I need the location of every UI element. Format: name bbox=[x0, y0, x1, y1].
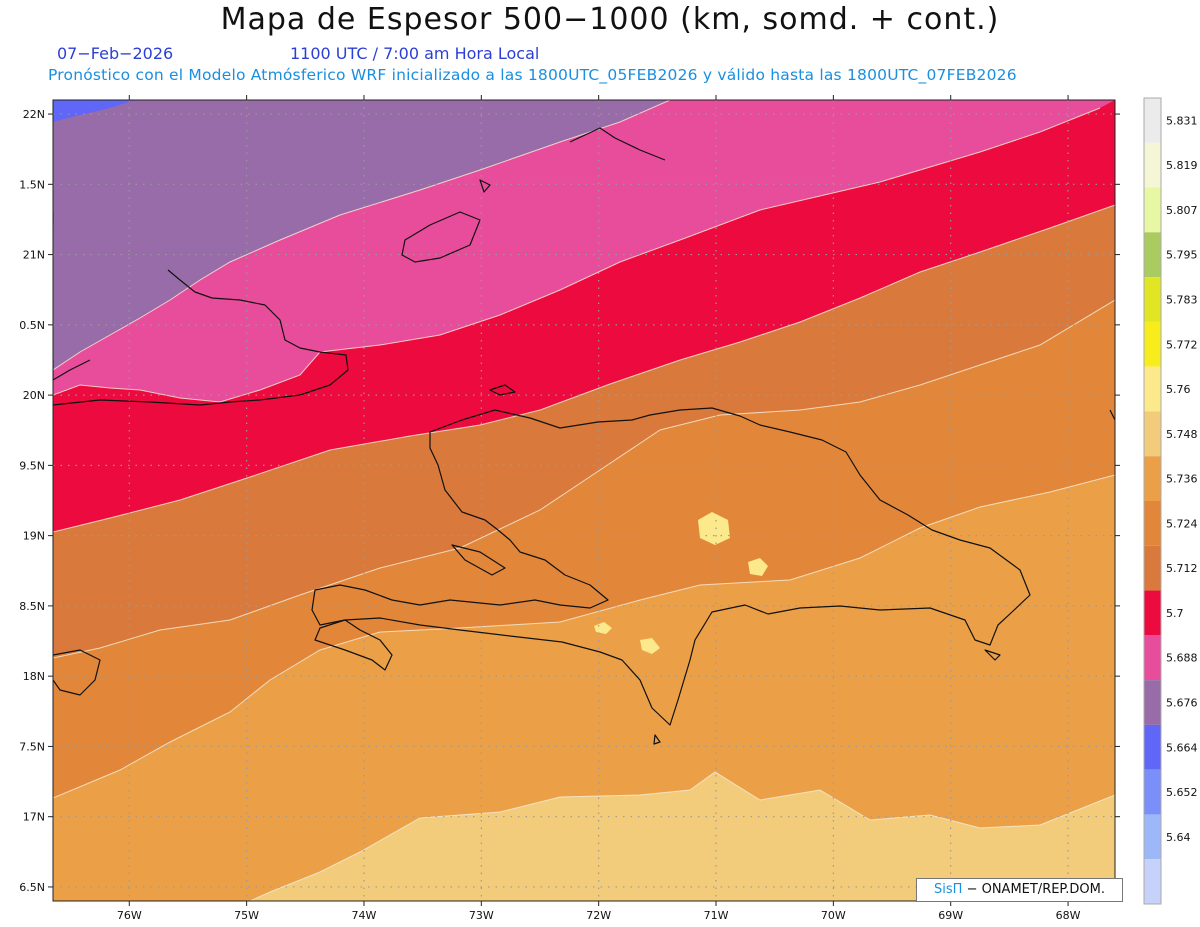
coastline-caicos bbox=[479, 179, 491, 193]
lat-label: 21N bbox=[23, 249, 45, 262]
colorbar-swatch bbox=[1144, 142, 1161, 188]
coastline-west-edge bbox=[53, 211, 54, 225]
lat-label: 7.5N bbox=[19, 740, 45, 753]
colorbar-label: 5.831 bbox=[1166, 114, 1198, 127]
colorbar-label: 5.7 bbox=[1166, 607, 1184, 620]
thickness-fill-bands bbox=[53, 100, 1115, 901]
lat-label: 9.5N bbox=[19, 459, 45, 472]
band-5-76-peak bbox=[640, 638, 660, 654]
map-title: Mapa de Espesor 500−1000 (km, somd. + co… bbox=[220, 2, 1000, 37]
colorbar-label: 5.712 bbox=[1166, 562, 1198, 575]
colorbar-label: 5.676 bbox=[1166, 697, 1198, 710]
coastline-saona bbox=[984, 649, 1001, 661]
band-5-76-peak bbox=[748, 558, 768, 576]
colorbar-label: 5.652 bbox=[1166, 786, 1198, 799]
source-credit: SisΠ − ONAMET/REP.DOM. bbox=[916, 878, 1123, 902]
colorbar-swatch bbox=[1144, 814, 1161, 860]
forecast-time: 1100 UTC / 7:00 am Hora Local bbox=[290, 44, 540, 63]
colorbar-swatch bbox=[1144, 187, 1161, 233]
lat-label: 18N bbox=[23, 670, 45, 683]
colorbar-label: 5.736 bbox=[1166, 473, 1198, 486]
coastline-hispaniola bbox=[311, 407, 1031, 726]
band-5-76-peak bbox=[698, 512, 730, 545]
lat-label: 22N bbox=[23, 108, 45, 121]
colorbar-label: 5.724 bbox=[1166, 517, 1198, 530]
colorbar-swatch bbox=[1144, 366, 1161, 412]
colorbar-swatch bbox=[1144, 501, 1161, 546]
lat-label: 20N bbox=[23, 389, 45, 402]
colorbar-swatch bbox=[1144, 456, 1161, 501]
lat-label: 0.5N bbox=[19, 319, 45, 332]
colorbar-label: 5.688 bbox=[1166, 652, 1198, 665]
map-gridlines bbox=[53, 100, 1115, 901]
colorbar-swatch bbox=[1144, 411, 1161, 457]
lat-label: 1.5N bbox=[19, 178, 45, 191]
band-5-676 bbox=[53, 100, 670, 370]
lon-label: 69W bbox=[938, 909, 963, 922]
colorbar-label: 5.783 bbox=[1166, 294, 1198, 307]
colorbar-label: 5.772 bbox=[1166, 338, 1198, 351]
colorbar-label: 5.795 bbox=[1166, 249, 1198, 262]
colorbar-label: 5.748 bbox=[1166, 428, 1198, 441]
band-5-664 bbox=[53, 100, 135, 122]
lon-label: 70W bbox=[821, 909, 846, 922]
map-frame bbox=[52, 99, 1116, 902]
model-description: Pronóstico con el Modelo Atmósferico WRF… bbox=[48, 66, 1017, 84]
colorbar-swatch bbox=[1144, 98, 1161, 143]
colorbar-label: 5.664 bbox=[1166, 741, 1198, 754]
lon-label: 74W bbox=[352, 909, 377, 922]
lat-label: 8.5N bbox=[19, 600, 45, 613]
lon-label: 75W bbox=[234, 909, 259, 922]
colorbar-swatch bbox=[1144, 232, 1161, 278]
lon-label: 73W bbox=[469, 909, 494, 922]
colorbar-label: 5.64 bbox=[1166, 831, 1191, 844]
colorbar-swatch bbox=[1144, 859, 1161, 904]
lon-label: 71W bbox=[704, 909, 729, 922]
coastline-west-edge bbox=[53, 649, 54, 650]
colorbar-label: 5.819 bbox=[1166, 159, 1198, 172]
colorbar-frame bbox=[1143, 97, 1162, 905]
colorbar-swatch bbox=[1144, 635, 1161, 681]
coastline-cuba bbox=[53, 269, 349, 406]
colorbar-swatch bbox=[1144, 769, 1161, 815]
coastlines bbox=[53, 127, 1115, 745]
lon-label: 72W bbox=[586, 909, 611, 922]
coastline-cuba-east bbox=[53, 359, 91, 381]
colorbar-swatch bbox=[1144, 321, 1161, 367]
lat-label: 19N bbox=[23, 530, 45, 543]
lat-label: 6.5N bbox=[19, 881, 45, 894]
colorbar-swatch bbox=[1144, 680, 1161, 725]
coastline-gonave bbox=[451, 544, 506, 576]
colorbar-swatch bbox=[1144, 590, 1161, 636]
coastline-tortuga bbox=[489, 384, 516, 396]
lon-label: 68W bbox=[1056, 909, 1081, 922]
lon-label: 76W bbox=[117, 909, 142, 922]
coastline-jamaica bbox=[53, 649, 101, 696]
thickness-colorbar: 5.831 5.819 5.807 5.795 5.783 5.772 5.76 5.748 5… bbox=[1143, 97, 1198, 905]
colorbar-swatch bbox=[1144, 545, 1161, 591]
coastline-inagua bbox=[401, 211, 481, 263]
coastline-haiti-south bbox=[314, 619, 393, 671]
sispi-brand: SisΠ bbox=[934, 882, 963, 897]
colorbar-swatch bbox=[1144, 724, 1161, 770]
latitude-axis: 22N 1.5N 21N 0.5N 20N 9.5N 19N 8.5N 18N 7.5N 17N 6.… bbox=[19, 108, 1120, 894]
forecast-date: 07−Feb−2026 bbox=[57, 44, 174, 63]
colorbar-label: 5.807 bbox=[1166, 204, 1198, 217]
coastline-beata bbox=[653, 734, 661, 745]
coastline-puerto-rico bbox=[1109, 409, 1115, 421]
colorbar-label: 5.76 bbox=[1166, 383, 1191, 396]
coastline-turks bbox=[569, 127, 666, 161]
contour-lines bbox=[53, 100, 1115, 901]
colorbar-swatch bbox=[1144, 277, 1161, 322]
lat-label: 17N bbox=[23, 811, 45, 824]
credit-text: − ONAMET/REP.DOM. bbox=[966, 882, 1105, 897]
